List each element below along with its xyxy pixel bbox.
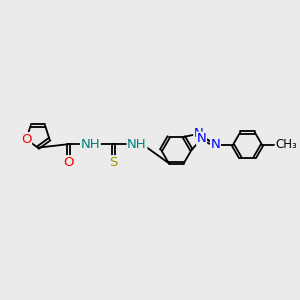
Text: NH: NH (80, 138, 100, 151)
Text: NH: NH (127, 138, 147, 151)
Text: O: O (21, 133, 32, 146)
Text: CH₃: CH₃ (276, 138, 298, 152)
Text: S: S (110, 156, 118, 169)
Text: O: O (63, 156, 74, 169)
Text: N: N (197, 132, 206, 145)
Text: N: N (194, 127, 204, 140)
Text: N: N (211, 138, 220, 152)
